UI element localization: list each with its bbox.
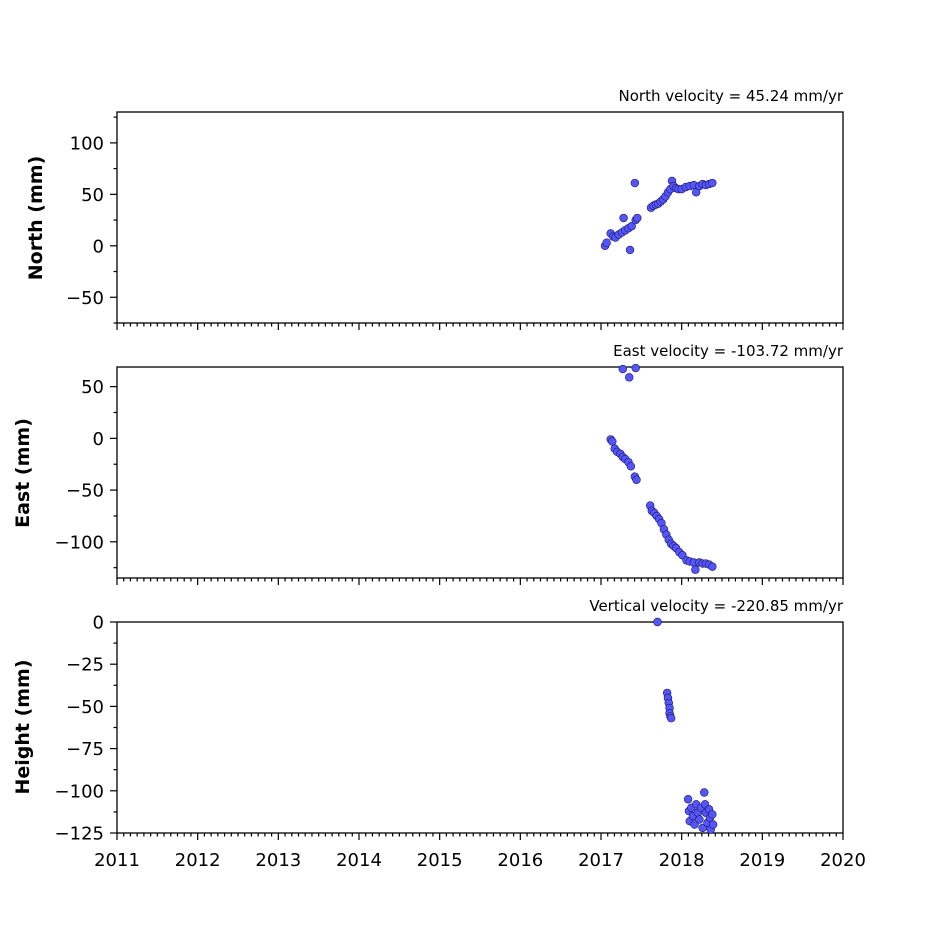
y-axis-label: North (mm): [25, 156, 47, 281]
data-point: [608, 437, 617, 446]
y-tick-label: −50: [66, 288, 104, 309]
y-tick-label: −25: [66, 655, 104, 676]
data-point: [708, 562, 717, 571]
data-point: [602, 238, 611, 247]
data-point: [627, 222, 636, 231]
x-tick-label: 2020: [820, 850, 866, 871]
x-tick-label: 2019: [739, 850, 785, 871]
data-point: [708, 810, 717, 819]
data-point: [691, 565, 700, 574]
data-point: [632, 475, 641, 484]
data-point: [695, 815, 704, 824]
data-points: [653, 617, 718, 834]
panel-title: North velocity = 45.24 mm/yr: [619, 87, 844, 105]
data-point: [698, 823, 707, 833]
x-tick-label: 2015: [417, 850, 463, 871]
data-point: [618, 364, 627, 374]
data-point: [633, 213, 642, 223]
y-tick-label: −75: [66, 739, 104, 760]
panel-frame: [116, 366, 844, 579]
y-tick-label: 0: [93, 613, 104, 634]
y-tick-label: −100: [55, 781, 104, 802]
y-tick-label: 50: [81, 185, 104, 206]
data-point: [666, 714, 676, 723]
data-point: [630, 178, 640, 188]
data-points: [606, 363, 717, 574]
x-tick-label: 2017: [578, 850, 624, 871]
data-point: [708, 178, 717, 188]
x-tick-label: 2014: [336, 850, 382, 871]
y-tick-label: 0: [93, 236, 104, 257]
data-point: [683, 795, 693, 804]
panel-east: East velocity = -103.72 mm/yr East (mm) 50…: [12, 342, 844, 585]
panel-title: East velocity = -103.72 mm/yr: [613, 342, 844, 360]
y-tick-label: 100: [70, 133, 104, 154]
x-tick-label: 2011: [94, 850, 140, 871]
x-tick-label: 2012: [175, 850, 221, 871]
data-points: [600, 176, 717, 255]
data-point: [708, 820, 718, 829]
y-tick-label: −50: [66, 481, 104, 502]
data-point: [626, 462, 636, 471]
data-point: [653, 617, 662, 627]
x-tick-label: 2016: [497, 850, 543, 871]
y-axis-label: Height (mm): [12, 659, 34, 794]
data-point: [700, 788, 709, 797]
panel-frame: [116, 111, 844, 324]
data-point: [625, 245, 635, 255]
data-point: [690, 820, 699, 829]
panel-title: Vertical velocity = -220.85 mm/yr: [589, 597, 843, 615]
y-tick-label: −125: [55, 824, 104, 845]
panel-height: Vertical velocity = -220.85 mm/yr Height …: [12, 597, 866, 871]
x-tick-label: 2018: [659, 850, 705, 871]
data-point: [619, 213, 628, 223]
panel-frame: [116, 621, 844, 834]
y-axis-label: East (mm): [12, 418, 34, 528]
y-tick-label: 50: [81, 377, 104, 398]
y-tick-label: −50: [66, 697, 104, 718]
data-point: [625, 373, 634, 382]
y-tick-label: −100: [55, 532, 104, 553]
data-point: [631, 363, 640, 373]
panel-north: North velocity = 45.24 mm/yr North (mm) 10…: [25, 87, 844, 330]
y-tick-label: 0: [93, 429, 104, 450]
x-tick-label: 2013: [255, 850, 301, 871]
